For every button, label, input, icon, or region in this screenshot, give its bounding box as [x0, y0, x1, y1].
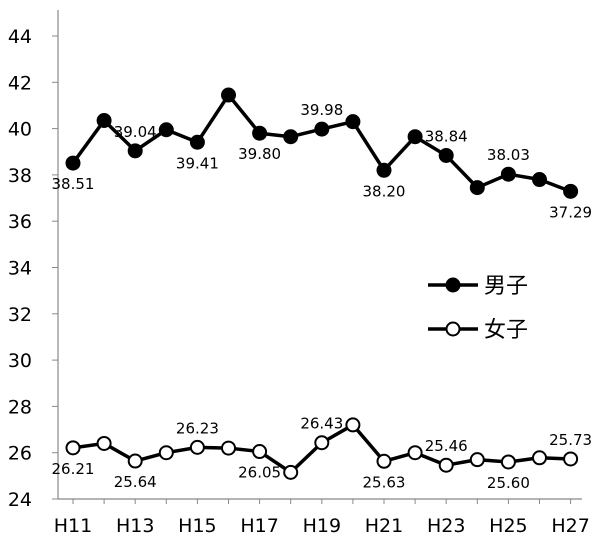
x-tick-label: H13: [116, 515, 154, 537]
data-label: 38.84: [425, 127, 468, 145]
data-point: [127, 143, 143, 159]
data-point: [189, 134, 205, 150]
data-label: 39.41: [176, 154, 219, 172]
data-labels: 38.51 39.04 39.41 39.80 39.98 38.20 38.84 38.03…: [52, 101, 593, 492]
axes: [57, 10, 582, 500]
data-label: 25.46: [425, 437, 468, 455]
data-point: [158, 445, 174, 461]
y-tick-label: 30: [8, 350, 32, 372]
data-point: [127, 453, 143, 469]
data-label: 25.64: [114, 473, 157, 491]
data-point: [189, 439, 205, 455]
data-point: [345, 417, 361, 433]
legend-label: 女子: [484, 318, 528, 343]
data-label: 26.05: [238, 464, 281, 482]
data-point: [65, 155, 81, 171]
x-tick-label: H19: [303, 515, 341, 537]
x-tick-label: H25: [489, 515, 527, 537]
y-tick-label: 40: [8, 119, 32, 141]
data-label: 37.29: [549, 203, 592, 221]
data-point: [500, 166, 516, 182]
y-tick-label: 38: [8, 165, 32, 187]
data-label: 26.43: [300, 415, 343, 433]
data-point: [376, 162, 392, 178]
legend-marker: [445, 321, 461, 337]
legend-label: 男子: [484, 274, 528, 299]
data-point: [314, 435, 330, 451]
y-axis-ticks: 24 26 28 30 32 34 36 38 40 42 44: [8, 26, 58, 511]
x-tick-label: H15: [178, 515, 216, 537]
data-point: [532, 450, 547, 466]
y-tick-label: 32: [8, 304, 32, 326]
y-tick-label: 34: [8, 258, 32, 280]
x-axis-ticks: H11 H13 H15 H17 H19 H21 H23 H25 H27: [54, 499, 590, 537]
data-point: [283, 129, 299, 145]
y-tick-label: 24: [8, 489, 32, 511]
data-label: 38.51: [52, 175, 95, 193]
data-point: [96, 112, 112, 128]
series-layer: [65, 87, 579, 480]
x-tick-label: H11: [54, 515, 92, 537]
data-point: [438, 457, 454, 473]
data-label: 38.20: [363, 182, 406, 200]
data-label: 25.60: [487, 474, 530, 492]
x-tick-label: H23: [427, 515, 465, 537]
data-point: [283, 464, 299, 480]
data-point: [563, 451, 579, 467]
data-point: [532, 172, 547, 188]
y-tick-label: 44: [8, 26, 32, 48]
data-label: 38.03: [487, 146, 530, 164]
data-label: 25.73: [549, 431, 592, 449]
data-point: [407, 445, 423, 461]
data-point: [158, 122, 174, 138]
legend-marker: [445, 277, 461, 293]
data-label: 25.63: [363, 473, 406, 491]
data-label: 39.04: [114, 123, 157, 141]
data-point: [252, 125, 268, 141]
data-label: 39.98: [300, 101, 343, 119]
data-point: [407, 129, 423, 145]
y-tick-label: 42: [8, 72, 32, 94]
x-tick-label: H17: [240, 515, 278, 537]
data-point: [96, 435, 112, 451]
data-point: [221, 440, 236, 456]
data-point: [314, 121, 330, 137]
data-point: [500, 454, 516, 470]
x-tick-label: H21: [365, 515, 403, 537]
data-point: [563, 183, 579, 199]
data-point: [469, 180, 485, 196]
data-point: [345, 114, 361, 130]
data-label: 39.80: [238, 145, 281, 163]
y-tick-label: 26: [8, 443, 32, 465]
x-tick-label: H27: [551, 515, 589, 537]
data-point: [221, 87, 236, 103]
y-tick-label: 36: [8, 211, 32, 233]
data-point: [252, 444, 268, 460]
data-point: [376, 453, 392, 469]
data-point: [65, 440, 81, 456]
data-point: [469, 452, 485, 468]
data-label: 26.21: [52, 460, 95, 478]
y-tick-label: 28: [8, 396, 32, 418]
data-label: 26.23: [176, 419, 219, 437]
data-point: [438, 147, 454, 163]
